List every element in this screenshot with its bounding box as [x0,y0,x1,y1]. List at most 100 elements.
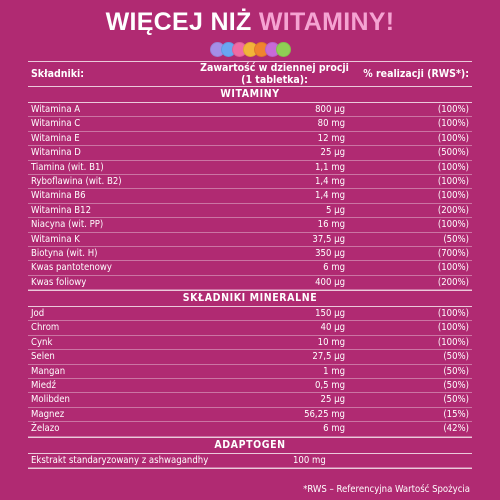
ingredient-rws: (100%) [437,190,469,202]
ingredient-name: Kwas pantotenowy [31,262,112,274]
ingredient-name: Cynk [31,336,53,348]
title-accent: WITAMINY! [258,8,395,36]
ingredient-amount: 6 mg [323,262,345,274]
color-dot [275,42,291,57]
ingredient-name: Witamina A [31,104,81,115]
ingredient-name: Jod [31,308,45,320]
page-title: WIĘCEJ NIŻ WITAMINY! [0,8,500,37]
table-row: Cynk 10 mg (100%) [28,336,472,351]
ingredient-amount: 12 mg [317,132,345,144]
table-row: Molibden 25 µg (50%) [28,393,472,408]
section-title: ADAPTOGEN [28,436,472,454]
table-row: Witamina K 37,5 µg (50%) [28,233,472,247]
section-title: SKŁADNIKI MINERALNE [28,290,472,308]
table-row: Witamina C 80 mg (100%) [28,117,472,132]
ingredient-rws: (50%) [443,380,469,392]
ingredient-name: Żelazo [31,423,60,435]
ingredient-rws: (50%) [443,233,469,245]
ingredient-name: Niacyna (wit. PP) [31,219,104,231]
ingredient-name: Mangan [31,365,66,377]
ingredient-amount: 1 mg [323,365,345,377]
ingredient-amount: 350 µg [315,247,345,259]
ingredient-rws: (100%) [437,118,469,130]
table-row: Ryboflawina (wit. B2) 1,4 mg (100%) [28,175,472,190]
ingredient-rws: (200%) [437,204,469,216]
ingredient-amount: 1,1 mg [314,161,345,173]
table-header: Składniki: Zawartość w dziennej procji (… [28,61,472,86]
ingredient-name: Miedź [31,380,56,392]
ingredient-rws: (100%) [437,104,469,115]
ingredient-amount: 25 µg [320,147,345,159]
table-row: Witamina E 12 mg (100%) [28,132,472,147]
ingredient-name: Witamina C [31,118,81,130]
ingredient-rws: (50%) [443,394,469,406]
ingredient-name: Witamina K [31,233,80,245]
ingredient-rws: (15%) [443,408,469,420]
table-body: WITAMINY Witamina A 800 µg (100%) Witamina C… [28,86,472,468]
table-row: Witamina B6 1,4 mg (100%) [28,189,472,204]
nutrition-table: Składniki: Zawartość w dziennej procji (… [28,61,472,469]
table-row: Kwas pantotenowy 6 mg (100%) [28,261,472,276]
table-row: Witamina A 800 µg (100%) [28,103,472,118]
ingredient-amount: 10 mg [317,336,345,348]
table-row: Niacyna (wit. PP) 16 mg (100%) [28,218,472,233]
table-row: Mangan 1 mg (50%) [28,365,472,380]
ingredient-rws: (100%) [437,322,469,334]
ingredient-rws: (100%) [437,175,469,187]
ingredient-name: Selen [31,351,55,363]
ingredient-rws: (100%) [437,219,469,231]
ingredient-amount: 400 µg [315,276,345,288]
ingredient-rws: (200%) [437,276,469,288]
ingredient-amount: 0,5 mg [314,380,345,392]
ingredient-name: Witamina E [31,132,80,144]
table-row: Magnez 56,25 mg (15%) [28,408,472,423]
ingredient-rws: (42%) [443,423,469,435]
table-row: Witamina D 25 µg (500%) [28,146,472,161]
header-rws: % realizacji (RWS*): [363,68,469,80]
table-row: Witamina B12 5 µg (200%) [28,204,472,219]
ingredient-amount: 40 µg [320,322,345,334]
table-bottom-rule [28,467,472,469]
table-row: Tiamina (wit. B1) 1,1 mg (100%) [28,161,472,175]
ingredient-name: Witamina B12 [31,204,92,216]
ingredient-amount: 25 µg [320,394,345,406]
ingredient-rws: (100%) [437,308,469,320]
ingredient-amount: 5 µg [325,204,345,216]
table-row: Kwas foliowy 400 µg (200%) [28,276,472,291]
table-row: Chrom 40 µg (100%) [28,321,472,336]
table-row: Miedź 0,5 mg (50%) [28,379,472,394]
ingredient-amount: 37,5 µg [312,233,345,245]
ingredient-rws [345,454,472,467]
ingredient-name: Biotyna (wit. H) [31,247,98,259]
color-dots [0,42,500,57]
table-row: Jod 150 µg (100%) [28,307,472,322]
ingredient-amount: 800 µg [315,104,345,115]
ingredient-name: Magnez [31,408,65,420]
ingredient-amount: 80 mg [317,118,345,130]
ingredient-amount: 6 mg [323,423,345,435]
table-row: Biotyna (wit. H) 350 µg (700%) [28,247,472,262]
ingredient-name: Witamina D [31,147,81,159]
ingredient-rws: (100%) [437,262,469,274]
ingredient-rws: (50%) [443,351,469,363]
title-main: WIĘCEJ NIŻ [105,8,259,36]
ingredient-name: Ryboflawina (wit. B2) [31,175,122,187]
header-content: Zawartość w dziennej procji (1 tabletka)… [200,62,349,86]
table-row: Selen 27,5 µg (50%) [28,350,472,365]
ingredient-name: Witamina B6 [31,190,86,202]
ingredient-rws: (50%) [443,365,469,377]
table-row: Ekstrakt standaryzowany z ashwagandhy 100… [28,454,472,468]
ingredient-name: Tiamina (wit. B1) [31,161,104,173]
ingredient-name: Chrom [31,322,60,334]
ingredient-rws: (100%) [437,132,469,144]
ingredient-amount: 1,4 mg [314,190,345,202]
ingredient-amount: 1,4 mg [314,175,345,187]
ingredient-amount: 150 µg [315,308,345,320]
ingredient-rws: (100%) [437,161,469,173]
ingredient-amount: 56,25 mg [304,408,345,420]
section-title: WITAMINY [28,86,472,103]
ingredient-name: Kwas foliowy [31,276,87,288]
ingredient-rws: (700%) [437,247,469,259]
ingredient-rws: (500%) [437,147,469,159]
footnote: *RWS – Referencyjna Wartość Spożycia [303,484,470,495]
